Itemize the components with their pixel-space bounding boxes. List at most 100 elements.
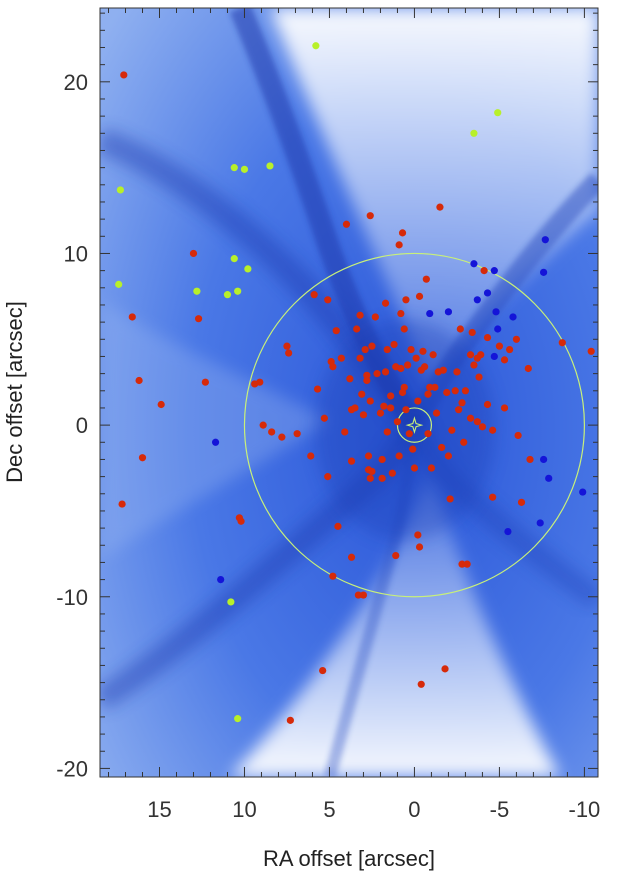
data-point-green-9: [244, 265, 252, 273]
data-point-green-6: [116, 186, 124, 194]
data-point-red-53: [373, 370, 381, 378]
data-point-red-10: [237, 517, 245, 525]
data-point-red-41: [358, 390, 366, 398]
y-tick-label-4: -20: [56, 756, 88, 781]
data-point-green-13: [227, 598, 235, 606]
data-point-red-60: [383, 345, 391, 354]
data-point-red-67: [393, 418, 402, 426]
data-point-red-92: [429, 351, 437, 359]
data-point-blue-11: [490, 352, 498, 361]
data-point-blue-15: [579, 488, 587, 496]
data-point-red-68: [395, 452, 403, 460]
data-point-red-142: [366, 212, 374, 220]
data-point-red-0: [120, 71, 128, 79]
data-point-blue-16: [504, 527, 512, 536]
data-point-blue-7: [426, 309, 434, 318]
data-point-red-20: [310, 291, 318, 299]
data-point-red-75: [402, 406, 410, 414]
data-point-red-73: [400, 383, 408, 391]
data-point-red-39: [356, 311, 364, 319]
data-point-red-12: [256, 378, 264, 386]
data-point-red-117: [475, 373, 483, 381]
plot-frame: [99, 7, 599, 778]
data-point-red-55: [378, 455, 386, 464]
data-point-green-8: [230, 255, 238, 263]
data-point-blue-0: [470, 260, 478, 268]
data-point-red-56: [378, 474, 386, 482]
data-point-red-32: [342, 220, 351, 228]
data-point-red-122: [483, 400, 492, 409]
data-point-red-13: [259, 421, 267, 429]
data-point-blue-14: [545, 474, 553, 482]
x-tick-label-2: 5: [323, 797, 335, 822]
data-point-red-127: [500, 356, 509, 364]
data-point-red-44: [363, 371, 371, 379]
data-point-green-11: [223, 291, 232, 299]
data-point-red-17: [285, 349, 293, 357]
data-point-blue-6: [444, 308, 453, 316]
data-point-green-14: [234, 715, 242, 723]
data-point-red-2: [128, 313, 136, 321]
data-point-red-136: [458, 560, 466, 568]
y-tick-label-0: 20: [64, 70, 88, 95]
data-point-blue-13: [540, 455, 548, 464]
data-point-red-138: [359, 591, 368, 599]
data-point-red-100: [444, 452, 453, 460]
data-point-red-135: [587, 347, 595, 355]
data-point-red-23: [320, 414, 328, 422]
data-point-red-59: [381, 368, 390, 376]
data-point-red-111: [466, 351, 475, 359]
data-point-red-148: [286, 716, 294, 724]
data-point-red-34: [347, 457, 356, 465]
data-point-red-147: [417, 680, 425, 688]
data-point-red-26: [329, 363, 337, 371]
data-point-red-31: [329, 572, 337, 580]
y-tick-label-3: -10: [56, 585, 88, 610]
data-point-red-52: [371, 313, 379, 321]
data-point-red-123: [489, 426, 497, 434]
data-point-red-62: [387, 404, 395, 412]
data-point-red-125: [495, 342, 504, 350]
data-point-red-51: [368, 467, 376, 476]
data-point-red-118: [477, 351, 485, 359]
data-point-red-80: [410, 464, 419, 472]
data-point-red-70: [397, 364, 405, 373]
data-point-red-61: [383, 428, 391, 436]
data-point-red-85: [419, 347, 427, 355]
x-tick-label-1: 10: [232, 797, 256, 822]
data-point-red-130: [514, 431, 522, 440]
data-point-red-77: [405, 430, 413, 438]
data-point-blue-9: [509, 313, 517, 321]
data-point-red-78: [407, 345, 415, 354]
data-point-red-133: [526, 455, 534, 464]
data-point-red-121: [483, 333, 492, 342]
data-point-red-79: [409, 445, 417, 453]
data-point-red-112: [466, 414, 475, 422]
data-point-blue-4: [483, 289, 492, 297]
data-point-red-37: [351, 404, 359, 412]
data-point-red-81: [412, 354, 420, 362]
data-point-red-69: [397, 309, 405, 318]
data-point-red-86: [421, 363, 429, 371]
center-star-icon: [405, 416, 424, 435]
data-point-red-110: [463, 560, 471, 568]
data-point-red-48: [366, 397, 374, 405]
data-point-red-141: [415, 543, 424, 551]
data-point-red-54: [376, 409, 385, 417]
data-point-red-33: [346, 375, 354, 383]
x-axis-label: RA offset [arcsec]: [263, 846, 435, 871]
data-point-red-140: [414, 531, 422, 539]
data-point-blue-5: [473, 296, 481, 304]
data-point-red-63: [387, 392, 395, 400]
data-point-red-40: [356, 354, 364, 362]
data-point-red-19: [307, 452, 315, 460]
data-point-red-74: [402, 296, 410, 304]
data-point-red-14: [268, 428, 276, 436]
data-point-red-101: [446, 495, 454, 503]
data-point-red-58: [381, 299, 390, 307]
data-point-red-87: [422, 275, 430, 283]
data-point-red-6: [189, 249, 198, 258]
data-point-red-131: [517, 498, 526, 506]
data-point-red-116: [473, 418, 481, 426]
